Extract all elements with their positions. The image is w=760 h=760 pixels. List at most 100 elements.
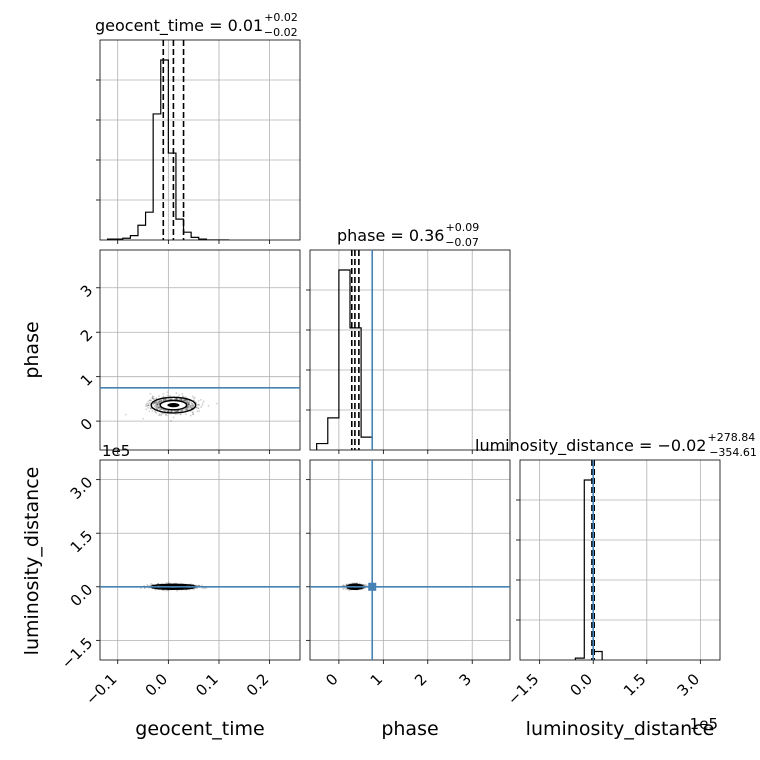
panel-geocent_time-hist bbox=[96, 39, 301, 244]
sample-point bbox=[158, 406, 161, 409]
sample-point bbox=[155, 400, 158, 403]
sample-point bbox=[148, 404, 150, 407]
sample-point bbox=[174, 410, 177, 413]
sample-point bbox=[191, 403, 194, 406]
sample-point bbox=[180, 398, 182, 401]
title-geocent-time: geocent_time = 0.01+0.02 −0.02 bbox=[95, 11, 298, 39]
sample-point bbox=[164, 398, 167, 401]
sample-point bbox=[175, 398, 178, 400]
sample-point bbox=[190, 404, 192, 407]
sample-point bbox=[144, 405, 147, 408]
sample-point bbox=[177, 410, 180, 413]
sample-point bbox=[147, 400, 150, 403]
xlabel-geocent-time: geocent_time bbox=[135, 718, 264, 740]
sample-point bbox=[159, 400, 162, 403]
sample-point bbox=[147, 404, 149, 406]
x-tick-label-phase: 0 bbox=[322, 670, 341, 689]
sample-point bbox=[184, 399, 186, 401]
sample-point bbox=[362, 584, 365, 586]
sample-point bbox=[193, 588, 195, 591]
sample-point bbox=[146, 404, 149, 407]
sample-point bbox=[165, 409, 168, 412]
sample-point bbox=[165, 589, 168, 592]
sample-point bbox=[164, 413, 167, 416]
y-tick-label-phase: 1 bbox=[77, 370, 96, 389]
sample-point bbox=[162, 399, 165, 402]
offset-text-x: 1e5 bbox=[690, 715, 718, 733]
sample-point bbox=[166, 394, 169, 397]
sample-point bbox=[160, 408, 163, 411]
xlabel-luminosity-distance: luminosity_distance bbox=[526, 718, 715, 740]
sample-point bbox=[147, 404, 150, 407]
panel-frame bbox=[519, 459, 721, 661]
sample-point bbox=[175, 410, 178, 413]
sample-point bbox=[156, 401, 159, 404]
sample-point bbox=[186, 405, 189, 408]
sample-point bbox=[157, 395, 160, 398]
sample-point bbox=[145, 408, 148, 411]
sample-point bbox=[157, 401, 160, 404]
sample-point bbox=[345, 583, 348, 586]
sample-point bbox=[200, 406, 203, 408]
sample-point bbox=[156, 406, 159, 409]
sample-point bbox=[175, 398, 178, 401]
sample-point bbox=[186, 408, 189, 411]
y-tick-label-luminosity_distance: 3.0 bbox=[67, 473, 97, 503]
sample-point bbox=[201, 402, 204, 405]
sample-point bbox=[342, 584, 345, 587]
sample-point bbox=[156, 403, 158, 406]
sample-point bbox=[188, 406, 191, 409]
sample-point bbox=[362, 583, 365, 586]
sample-point bbox=[191, 413, 194, 416]
sample-point bbox=[181, 409, 183, 412]
histogram-geocent_time bbox=[106, 59, 230, 240]
sample-point bbox=[175, 392, 178, 394]
sample-point bbox=[160, 400, 162, 403]
sample-point bbox=[149, 392, 152, 395]
sample-point bbox=[149, 407, 152, 410]
sample-point bbox=[197, 403, 200, 406]
sample-point bbox=[188, 401, 191, 404]
sample-point bbox=[173, 410, 176, 413]
sample-point bbox=[185, 408, 187, 411]
marks: −0.1 0.0 0.1 0.2 0 1 2 3 −1.5 0.0 1.5 3.0 0 1 2 3 −1.5 0.… bbox=[58, 40, 703, 709]
sample-point bbox=[156, 402, 159, 405]
sample-point bbox=[191, 405, 194, 408]
x-tick-label-luminosity_distance: 1.5 bbox=[620, 670, 650, 700]
sample-point bbox=[153, 405, 156, 408]
sample-point bbox=[158, 400, 160, 403]
sample-point bbox=[153, 398, 156, 401]
sample-point bbox=[174, 410, 177, 412]
sample-point bbox=[186, 407, 189, 409]
sample-point bbox=[183, 408, 186, 411]
sample-point bbox=[348, 589, 351, 591]
sample-point bbox=[192, 397, 195, 399]
sample-point bbox=[181, 392, 184, 395]
sample-point bbox=[160, 408, 162, 411]
y-tick-label-phase: 3 bbox=[77, 281, 96, 300]
sample-point bbox=[184, 399, 187, 402]
sample-point bbox=[145, 404, 148, 406]
sample-point bbox=[154, 402, 157, 405]
sample-point bbox=[151, 397, 154, 400]
sample-point bbox=[184, 407, 187, 410]
sample-point bbox=[192, 406, 195, 408]
sample-point bbox=[148, 399, 151, 402]
sample-point bbox=[160, 413, 163, 416]
sample-point bbox=[159, 414, 162, 417]
sample-point bbox=[187, 403, 190, 406]
sample-point bbox=[192, 413, 195, 416]
sample-point bbox=[149, 407, 152, 409]
sample-point bbox=[154, 401, 156, 404]
sample-point bbox=[158, 413, 161, 416]
sample-point bbox=[152, 402, 155, 405]
sample-point bbox=[184, 399, 186, 402]
sample-point bbox=[201, 404, 204, 407]
sample-point bbox=[184, 396, 187, 398]
sample-point bbox=[188, 408, 191, 410]
sample-point bbox=[152, 395, 155, 398]
x-tick-label-phase: 1 bbox=[367, 670, 386, 689]
sample-point bbox=[152, 402, 155, 405]
sample-point bbox=[167, 409, 169, 412]
ylabel-luminosity-distance: luminosity_distance bbox=[21, 467, 43, 656]
